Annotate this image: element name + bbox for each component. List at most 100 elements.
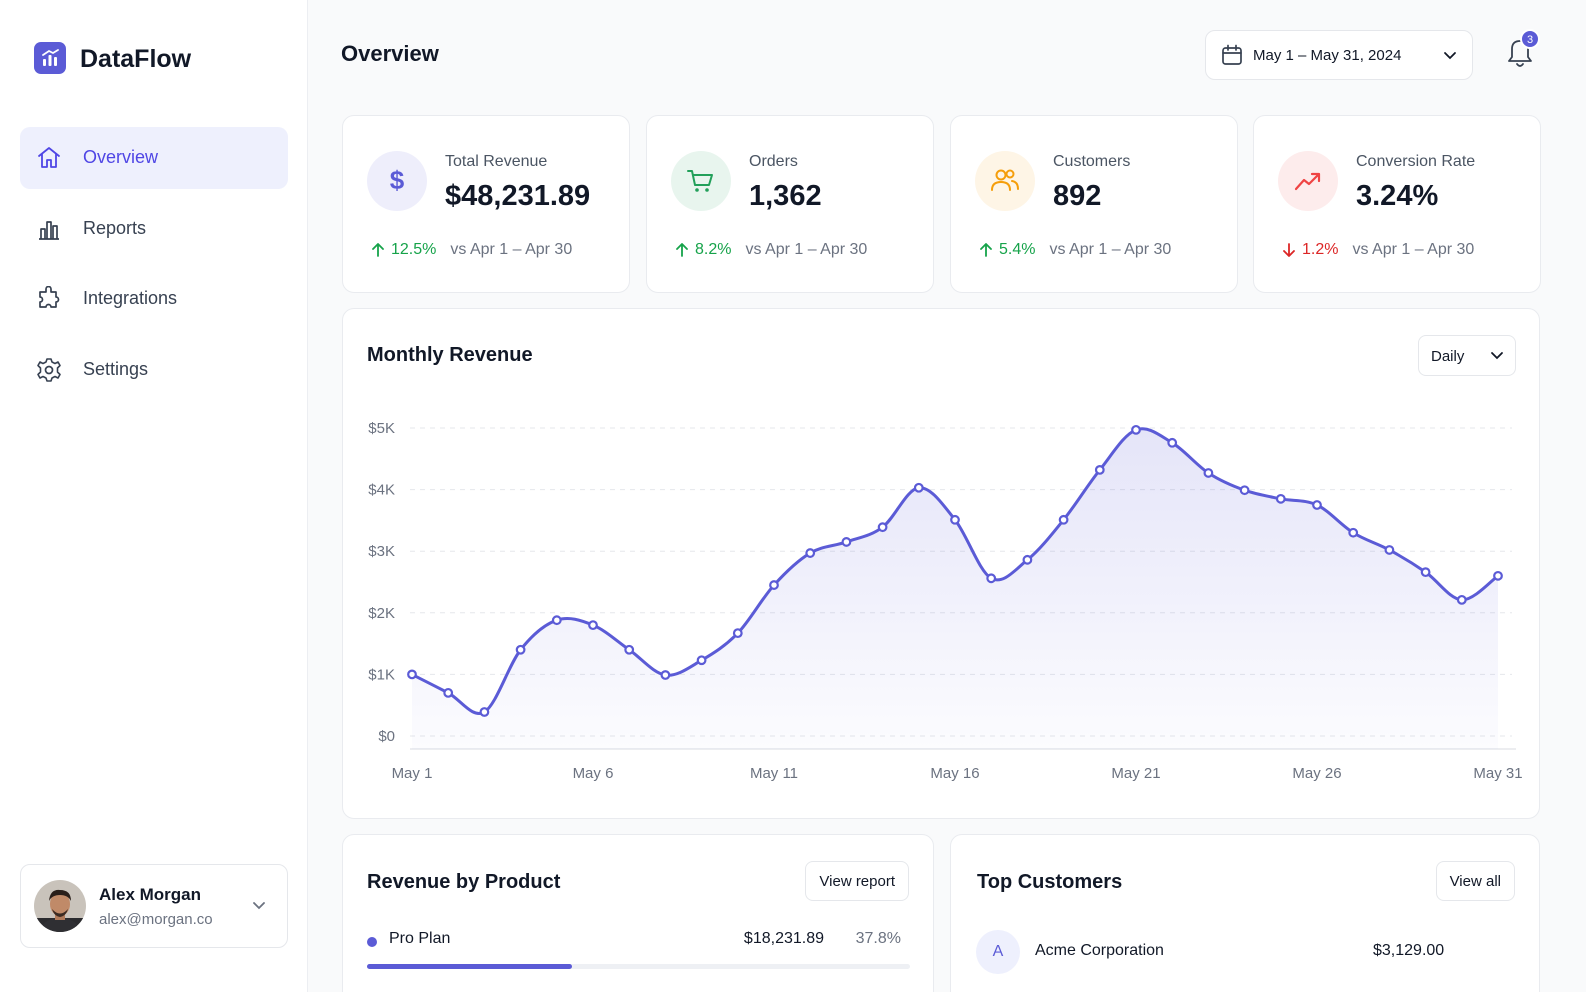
svg-text:$: $: [390, 165, 405, 195]
x-tick-label: May 26: [1292, 765, 1341, 782]
trend-arrow: [1283, 243, 1295, 257]
nav-item[interactable]: Reports: [20, 198, 288, 260]
stat-icon: $: [367, 151, 427, 211]
y-tick-label: $1K: [368, 666, 395, 683]
stat-comparison: vs Apr 1 – Apr 30: [1352, 241, 1475, 258]
point: [950, 514, 960, 525]
chart: $0 $1K $2K $3K $4K $5K May 1 May 6 May 11 May 16 M…: [368, 420, 1522, 782]
stat-change-row: 1.2% vs Apr 1 – Apr 30: [1282, 241, 1474, 259]
trend-arrow: [980, 243, 992, 257]
point: [732, 628, 743, 639]
point: [1094, 464, 1105, 475]
point: [551, 615, 562, 626]
product-revenue: $18,231.89: [743, 930, 824, 947]
point: [407, 669, 417, 680]
point: [588, 620, 598, 631]
logo: [34, 42, 66, 74]
point: [515, 644, 526, 655]
date-range: May 1 – May 31, 2024: [1253, 47, 1402, 64]
customer-name: Acme Corporation: [1035, 942, 1164, 959]
nav-item[interactable]: Overview: [20, 127, 288, 189]
stat-comparison: vs Apr 1 – Apr 30: [450, 241, 573, 258]
point: [805, 548, 816, 558]
point: [1275, 493, 1286, 504]
stat-change: 12.5%: [391, 241, 437, 258]
stat-comparison: vs Apr 1 – Apr 30: [1049, 241, 1172, 258]
stat-comparison: vs Apr 1 – Apr 30: [745, 241, 868, 258]
stat-label: Customers: [1053, 153, 1131, 170]
stat-card: $ Total Revenue $48,231.89 12.5% vs Apr 1 – …: [342, 115, 630, 293]
trend-arrow: [372, 243, 384, 257]
area: [412, 428, 1498, 749]
customers-card: Top Customers View all A Acme Corporation…: [950, 834, 1540, 992]
y-tick-label: $4K: [368, 482, 395, 499]
x-tick-label: May 1: [392, 765, 433, 782]
product-card: Revenue by Product View report Pro Plan $…: [342, 834, 934, 992]
x-tick-label: May 6: [573, 765, 614, 782]
product-name: Pro Plan: [389, 930, 451, 947]
stat-card: Conversion Rate 3.24% 1.2% vs Apr 1 – Apr 3…: [1253, 115, 1541, 293]
customer-revenue: $3,129.00: [1373, 942, 1445, 959]
stat-value: 3.24%: [1356, 180, 1439, 212]
customer-avatar: A: [976, 930, 1020, 974]
chevron: [1444, 52, 1456, 60]
point: [1058, 514, 1069, 525]
notifications[interactable]: 3: [1500, 28, 1544, 72]
x-tick-label: May 21: [1111, 765, 1160, 782]
point: [696, 655, 707, 666]
sidebar: DataFlow Overview Reports Integrations Sett…: [0, 0, 308, 992]
point: [1384, 545, 1395, 555]
nav-label: Overview: [83, 147, 159, 167]
point: [913, 482, 924, 493]
view-all-button[interactable]: View all: [1435, 861, 1515, 901]
nav-item[interactable]: Integrations: [20, 268, 288, 330]
nav-label: Settings: [83, 359, 149, 380]
user-card[interactable]: Alex Morgan alex@morgan.co: [20, 864, 288, 948]
stat-icon: [975, 151, 1035, 211]
x-tick-label: May 16: [930, 765, 979, 782]
calendar-icon: [1222, 44, 1242, 65]
page-title: Overview: [341, 41, 439, 66]
progress-track: [367, 964, 910, 969]
product-dot: [367, 937, 377, 947]
trend-arrow: [676, 243, 688, 257]
point: [1420, 567, 1431, 578]
chevron: [253, 902, 265, 910]
date-picker[interactable]: May 1 – May 31, 2024: [1205, 30, 1473, 80]
stat-change-row: 8.2% vs Apr 1 – Apr 30: [675, 241, 867, 259]
product-share: 37.8%: [855, 930, 901, 947]
point: [769, 580, 779, 590]
point: [1348, 527, 1359, 538]
nav-item[interactable]: Settings: [20, 339, 288, 401]
nav-icon: [39, 286, 60, 309]
point: [1312, 500, 1322, 510]
brand: DataFlow: [80, 45, 192, 73]
point: [1456, 594, 1467, 605]
interval-select[interactable]: Daily: [1418, 335, 1516, 376]
nav-icon: [37, 358, 61, 382]
stat-change-row: 12.5% vs Apr 1 – Apr 30: [371, 241, 572, 259]
y-tick-label: $5K: [368, 420, 395, 437]
y-tick-label: $0: [378, 728, 395, 745]
nav-icon: [38, 147, 60, 168]
point: [1239, 485, 1250, 496]
card-title: Revenue by Product: [367, 871, 561, 893]
view-report-button[interactable]: View report: [805, 861, 909, 901]
stat-change: 1.2%: [1302, 241, 1339, 258]
y-tick-label: $3K: [368, 543, 395, 560]
x-tick-label: May 31: [1473, 765, 1522, 782]
stat-change: 5.4%: [999, 241, 1036, 258]
card-title: Top Customers: [977, 871, 1123, 893]
avatar: [34, 880, 86, 932]
stat-icon: [671, 151, 731, 211]
point: [1493, 570, 1503, 581]
stat-label: Orders: [749, 153, 798, 170]
stat-change: 8.2%: [695, 241, 732, 258]
point: [1203, 468, 1214, 478]
stat-value: 1,362: [749, 180, 822, 212]
nav-label: Reports: [83, 217, 147, 238]
nav-icon: [39, 220, 59, 240]
y-tick-label: $2K: [368, 605, 395, 622]
stat-label: Conversion Rate: [1356, 153, 1476, 170]
